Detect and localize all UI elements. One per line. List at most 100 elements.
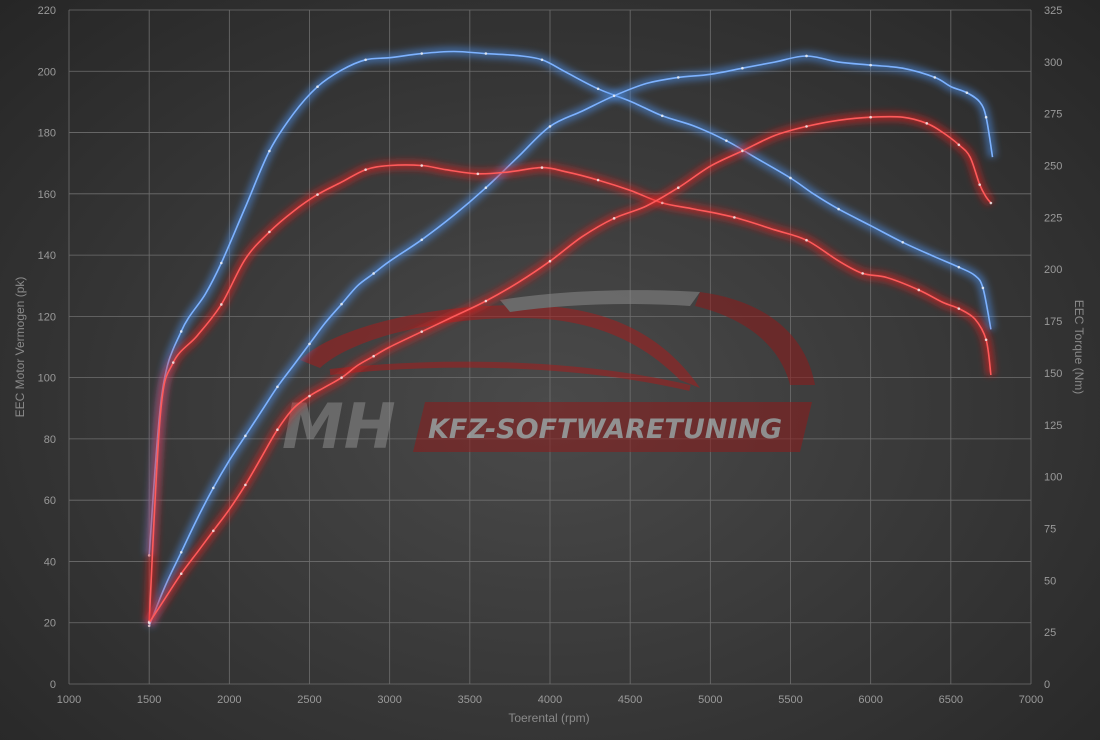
series-point [925, 122, 929, 125]
series-point [805, 54, 808, 58]
series-line [148, 164, 992, 622]
x-tick-label: 5500 [778, 694, 802, 706]
series-point [147, 621, 151, 625]
series-line [148, 50, 992, 556]
y-left-tick-label: 140 [38, 250, 56, 262]
y-right-tick-label: 325 [1044, 5, 1062, 17]
y-left-tick-label: 60 [44, 495, 56, 507]
series-point [933, 76, 937, 79]
series-point [212, 486, 215, 490]
series-line [148, 115, 992, 624]
series-line-3 [145, 112, 995, 626]
watermark-arc [695, 292, 815, 385]
series-point [420, 52, 424, 55]
series-point [725, 139, 728, 142]
series-point [244, 483, 247, 487]
series-point [420, 330, 424, 333]
y-right-tick-label: 250 [1044, 161, 1062, 173]
series-point [420, 164, 424, 167]
grid [68, 9, 1032, 685]
series-point [789, 176, 792, 180]
series-point [957, 307, 961, 310]
series-point [171, 361, 175, 364]
series-point [548, 259, 552, 263]
y-left-tick-label: 180 [38, 128, 56, 140]
series-point [805, 238, 808, 242]
series-point [484, 186, 488, 189]
watermark-text: KFZ-SOFTWARETUNING [428, 414, 782, 445]
series-point [340, 376, 343, 379]
y-left-axis-title: EEC Motor Vermogen (pk) [13, 277, 27, 418]
axes: 1000 1500 2000 2500 3000 3500 4000 4500 5000 5500… [38, 5, 1063, 706]
x-tick-label: 1000 [57, 694, 81, 706]
series-point [372, 272, 375, 275]
x-tick-label: 3500 [458, 694, 482, 706]
y-left-tick-label: 200 [38, 66, 56, 78]
series-point [957, 265, 961, 269]
x-tick-label: 4000 [538, 694, 562, 706]
y-left-tick-label: 40 [44, 556, 56, 568]
x-tick-label: 2500 [297, 694, 321, 706]
series-point [805, 125, 808, 128]
y-right-tick-label: 300 [1044, 57, 1062, 69]
series-point [981, 286, 985, 290]
series-point [984, 338, 988, 342]
y-right-tick-label: 50 [1044, 575, 1056, 587]
series-point [316, 193, 319, 196]
series-point [244, 434, 247, 438]
series-point [372, 354, 375, 358]
series-point [612, 217, 616, 220]
y-left-tick-label: 100 [38, 373, 56, 385]
series-point [484, 52, 488, 55]
series-point [612, 94, 616, 98]
y-right-tick-label: 225 [1044, 212, 1062, 224]
series-layer [144, 46, 997, 628]
y-right-tick-label: 25 [1044, 627, 1056, 639]
series-point [316, 85, 319, 89]
series-point [540, 166, 544, 169]
series-point [179, 572, 183, 576]
series-point [965, 91, 969, 95]
y-right-tick-label: 150 [1044, 368, 1062, 380]
series-point [179, 330, 183, 333]
series-point [276, 385, 279, 389]
series-point [978, 183, 981, 186]
x-tick-label: 6500 [939, 694, 963, 706]
y-right-tick-label: 0 [1044, 679, 1050, 691]
series-point [179, 550, 183, 554]
y-left-tick-label: 20 [44, 618, 56, 630]
series-point [484, 299, 488, 303]
y-left-tick-label: 120 [38, 311, 56, 323]
series-point [476, 172, 480, 176]
series-point [276, 428, 279, 432]
series-point [660, 114, 664, 118]
series-point [540, 58, 544, 62]
series-point [869, 63, 872, 67]
x-tick-label: 6000 [858, 694, 882, 706]
y-right-tick-label: 200 [1044, 264, 1062, 276]
x-tick-label: 7000 [1019, 694, 1043, 706]
y-left-tick-label: 220 [38, 5, 56, 17]
watermark-car-line [329, 361, 691, 391]
y-right-tick-label: 125 [1044, 420, 1062, 432]
x-tick-label: 2000 [217, 694, 241, 706]
series-point [212, 529, 215, 533]
series-point [733, 216, 736, 219]
series-point [676, 76, 680, 79]
x-tick-label: 4500 [618, 694, 642, 706]
series-point [989, 201, 993, 205]
series-point [837, 207, 840, 211]
y-right-axis-title: EEC Torque (Nm) [1072, 300, 1086, 394]
series-point [220, 303, 223, 306]
series-point [596, 87, 600, 91]
series-point [901, 240, 905, 244]
watermark-arc-grey [500, 290, 700, 312]
series-point [420, 238, 424, 242]
series-point [676, 186, 680, 189]
series-point [308, 342, 311, 346]
y-left-tick-label: 160 [38, 189, 56, 201]
series-point [861, 272, 864, 275]
x-tick-label: 5000 [698, 694, 722, 706]
x-axis-title: Toerental (rpm) [508, 711, 589, 725]
series-point [364, 58, 367, 62]
